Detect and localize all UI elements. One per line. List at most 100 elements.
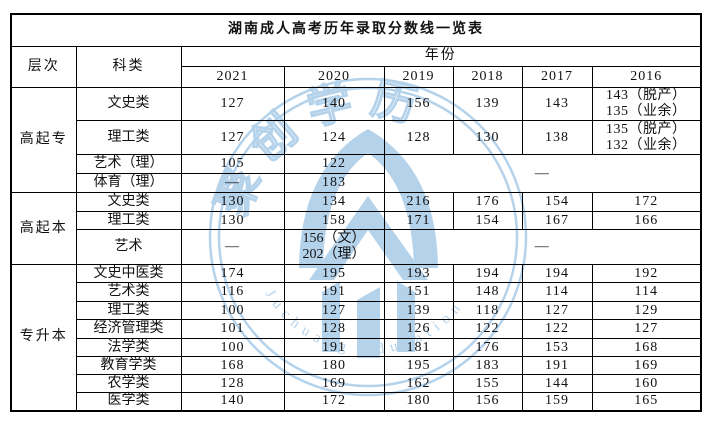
scores-table: 湖南成人高考历年录取分数线一览表 层次 科类 年份 2021 2020 2019… — [10, 13, 702, 412]
score-cell: 172 — [283, 392, 385, 412]
score-cell: 183 — [283, 173, 385, 194]
score-cell: 156（文） 202（理） — [283, 229, 385, 266]
table-row: 高起本 文史类 130 134 216 176 154 172 — [10, 192, 702, 266]
score-cell: 127 — [283, 301, 385, 321]
title-row: 湖南成人高考历年录取分数线一览表 — [10, 13, 702, 47]
score-cell: 195 — [283, 264, 385, 284]
score-cell: 140 — [283, 86, 385, 122]
score-cell: 174 — [180, 264, 285, 284]
score-cell: 130 — [452, 120, 523, 156]
score-cell: 153 — [521, 338, 593, 358]
category-cell: 农学类 — [75, 374, 182, 394]
header-year: 年份 — [180, 46, 702, 67]
score-cell: 127 — [591, 319, 702, 340]
table-row: 农学类 128 169 162 155 144 160 — [11, 374, 702, 394]
category-cell: 理工类 — [75, 301, 182, 321]
score-cell: 192 — [591, 264, 702, 284]
score-cell: 159 — [521, 392, 593, 412]
table-row: 理工类 100 127 139 118 127 129 — [11, 301, 702, 321]
header-year-2018: 2018 — [452, 66, 523, 88]
score-cell: 180 — [283, 356, 385, 376]
score-cell: 118 — [452, 301, 523, 321]
header-category: 科类 — [75, 46, 182, 88]
score-cell: 139 — [383, 301, 454, 321]
header-year-2019: 2019 — [383, 66, 454, 88]
category-cell: 艺术类 — [75, 282, 182, 303]
score-cell: 191 — [521, 356, 593, 376]
score-cell: 156 — [452, 392, 523, 412]
score-cell: 130 — [180, 211, 285, 231]
score-cell: 171 — [383, 211, 454, 231]
category-cell: 理工类 — [75, 211, 182, 231]
category-cell: 教育学类 — [75, 356, 182, 376]
score-cell: 135（脱产） 132（业余） — [591, 120, 702, 156]
category-cell: 艺术（理） — [75, 154, 182, 175]
score-cell: 100 — [180, 338, 285, 358]
score-cell: 176 — [452, 338, 523, 358]
table-row: 理工类 130 158 171 154 167 166 — [11, 211, 702, 231]
table-row: 艺术 — 156（文） 202（理） — — [11, 229, 702, 266]
score-cell: 128 — [383, 120, 454, 156]
score-cell: 155 — [452, 374, 523, 394]
score-cell: — — [180, 229, 285, 266]
score-cell: 191 — [283, 338, 385, 358]
table-row: 艺术类 116 191 151 148 114 114 — [11, 282, 702, 303]
score-cell: 100 — [180, 301, 285, 321]
score-cell: 176 — [452, 192, 523, 213]
score-cell: 148 — [452, 282, 523, 303]
score-cell: 143 — [521, 86, 593, 122]
score-cell: 194 — [452, 264, 523, 284]
score-cell: — — [180, 173, 285, 194]
level-cell: 专升本 — [10, 264, 77, 412]
score-cell: 194 — [521, 264, 593, 284]
score-cell: 122 — [283, 154, 385, 175]
category-cell: 理工类 — [75, 120, 182, 156]
score-cell-merged: — — [383, 154, 702, 194]
score-cell: 216 — [383, 192, 454, 213]
score-cell: 114 — [591, 282, 702, 303]
score-cell: 122 — [521, 319, 593, 340]
header-level: 层次 — [10, 46, 77, 88]
score-cell-merged: — — [383, 229, 702, 266]
table-row: 高起专 文史类 127 140 156 139 143 143（脱产） 135（… — [10, 86, 702, 194]
score-cell: 126 — [383, 319, 454, 340]
category-cell: 文史中医类 — [75, 264, 182, 284]
category-cell: 文史类 — [75, 86, 182, 122]
level-cell: 高起本 — [10, 192, 77, 266]
score-cell: 134 — [283, 192, 385, 213]
table-row: 体育（理） — 183 — [11, 173, 701, 194]
table-row: 教育学类 168 180 195 183 191 169 — [11, 356, 702, 376]
page-title: 湖南成人高考历年录取分数线一览表 — [10, 13, 702, 47]
score-cell: 127 — [521, 301, 593, 321]
score-cell: 191 — [283, 282, 385, 303]
category-cell: 医学类 — [75, 392, 182, 412]
score-cell: 168 — [591, 338, 702, 358]
score-cell: 122 — [452, 319, 523, 340]
score-cell: 139 — [452, 86, 523, 122]
category-cell: 法学类 — [75, 338, 182, 358]
category-cell: 文史类 — [75, 192, 182, 213]
score-cell: 151 — [383, 282, 454, 303]
score-cell: 165 — [591, 392, 702, 412]
category-cell: 体育（理） — [75, 173, 182, 194]
score-cell: 180 — [383, 392, 454, 412]
score-cell: 160 — [591, 374, 702, 394]
score-cell: 193 — [383, 264, 454, 284]
score-cell: 162 — [383, 374, 454, 394]
header-year-2017: 2017 — [521, 66, 593, 88]
table-row: 法学类 100 191 181 176 153 168 — [11, 338, 702, 358]
score-cell: 156 — [383, 86, 454, 122]
category-cell: 艺术 — [75, 229, 182, 266]
header-year-2021: 2021 — [180, 66, 285, 88]
score-cell: 130 — [180, 192, 285, 213]
table-row: 理工类 127 124 128 130 138 135（脱产） 132（业余） — [11, 120, 702, 156]
score-cell: 195 — [383, 356, 454, 376]
table-row: 艺术（理） 105 122 — — [11, 154, 702, 194]
category-cell: 经济管理类 — [75, 319, 182, 340]
score-cell: 168 — [180, 356, 285, 376]
score-cell: 128 — [180, 374, 285, 394]
score-cell: 169 — [591, 356, 702, 376]
score-cell: 114 — [521, 282, 593, 303]
score-cell: 183 — [452, 356, 523, 376]
